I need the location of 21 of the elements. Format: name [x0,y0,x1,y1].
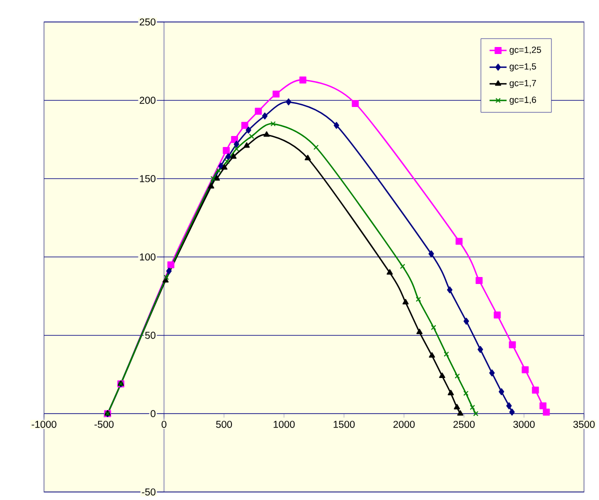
y-tick-label: 200 [140,96,156,104]
x-tick-label: 2500 [453,420,475,428]
x-tick-label: -1000 [32,420,56,428]
x-tick-label: -500 [94,420,114,428]
x-tick-label: 0 [162,420,166,428]
x-tick-label: 500 [216,420,232,428]
x-tick-label: 1000 [274,420,295,428]
legend-label: gc=1,6 [510,96,536,105]
legend-label: gc=1,5 [510,63,536,72]
y-tick-label: 100 [140,253,156,261]
y-tick-label: 250 [140,18,156,26]
y-tick-label: -50 [142,488,156,496]
y-tick-label: 50 [145,332,156,339]
x-tick-label: 1500 [334,420,355,428]
legend-label: gc=1,7 [510,80,536,88]
legend-label: gc=1,25 [510,46,542,55]
x-tick-label: 2000 [393,420,415,428]
y-tick-label: 0 [150,410,156,418]
x-tick-label: 3000 [513,420,535,428]
y-tick-label: 150 [140,175,156,182]
x-tick-label: 3500 [573,420,595,428]
